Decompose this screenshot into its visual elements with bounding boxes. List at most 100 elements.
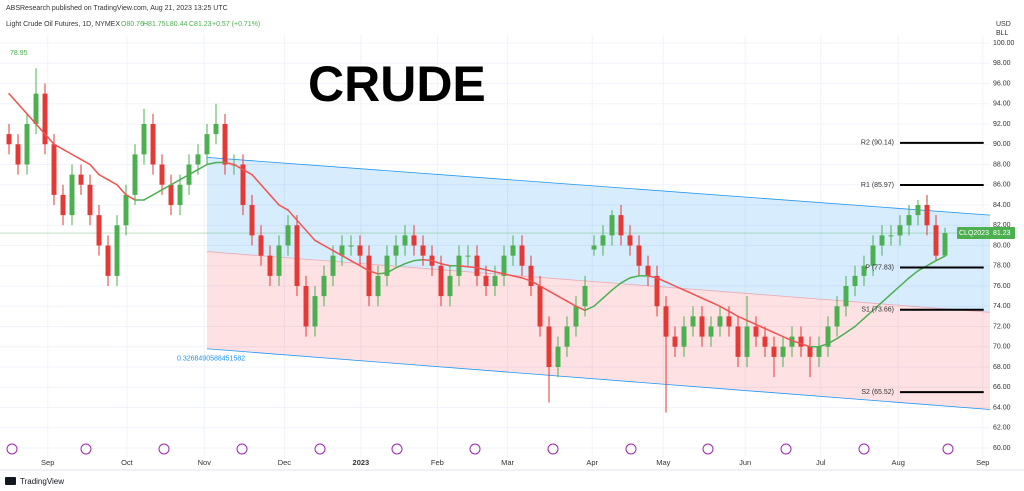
moving-average (251, 173, 262, 186)
y-tick-label: 90.00 (993, 141, 1011, 148)
candle-body (924, 205, 930, 226)
candle-body (672, 336, 678, 347)
moving-average (161, 184, 172, 191)
candle-body (888, 235, 894, 237)
candle-body (312, 296, 318, 327)
y-tick-label: 88.00 (993, 161, 1011, 168)
candle-body (537, 286, 543, 327)
x-tick-label: Sep (976, 458, 989, 467)
candle-body (735, 326, 741, 357)
moving-average (296, 219, 307, 232)
y-tick-label: 98.00 (993, 60, 1011, 67)
moving-average (926, 259, 937, 267)
pivot-label: R1 (85.97) (861, 182, 894, 189)
moving-average (422, 258, 433, 262)
candle-body (555, 346, 561, 367)
chart-title: CRUDE (308, 56, 486, 112)
moving-average (656, 277, 667, 283)
moving-average (782, 335, 793, 342)
x-tick-label: Sep (41, 458, 54, 467)
moving-average (557, 295, 568, 302)
y-tick-label: 100.00 (993, 40, 1015, 47)
y-tick-label: 80.00 (993, 242, 1011, 249)
candle-body (204, 134, 210, 155)
moving-average (845, 325, 856, 334)
candle-body (681, 326, 687, 347)
moving-average (719, 305, 730, 313)
candle-body (519, 245, 525, 266)
candle-body (294, 225, 300, 286)
moving-average (521, 277, 532, 282)
candle-body (492, 275, 498, 286)
moving-average (854, 317, 865, 328)
moving-average (17, 103, 28, 115)
moving-average (341, 254, 352, 262)
candle-body (321, 275, 327, 297)
plot-area: 60.00 62.00 64.00 66.00 68.00 70.00 72.00 74.00… (0, 35, 1024, 468)
candle-body (690, 316, 696, 327)
candle-body (618, 215, 624, 236)
candle-body (78, 174, 84, 185)
pivot-label: S2 (65.52) (861, 389, 894, 396)
moving-average (818, 342, 829, 348)
y-tick-label: 62.00 (993, 425, 1011, 432)
moving-average (89, 163, 100, 176)
moving-average (260, 184, 271, 196)
candle-body (69, 174, 75, 216)
moving-average (71, 153, 82, 161)
moving-average (107, 178, 118, 186)
candle-body (285, 225, 291, 246)
moving-average (512, 275, 523, 279)
candle-body (438, 265, 444, 297)
candle-body (330, 255, 336, 276)
candle-body (663, 306, 669, 337)
candle-body (582, 286, 588, 307)
candle-body (609, 215, 615, 236)
candle-body (348, 245, 354, 247)
moving-average (890, 285, 901, 295)
candle-body (654, 275, 660, 307)
moving-average (98, 173, 109, 181)
candle-body (852, 275, 858, 286)
pivot-label: P (77.83) (865, 264, 894, 271)
candle-body (96, 215, 102, 246)
y-tick-label: 74.00 (993, 303, 1011, 310)
y-tick-label: 92.00 (993, 121, 1011, 128)
moving-average (62, 148, 73, 156)
candle-body (150, 124, 156, 165)
moving-average (548, 290, 559, 297)
ohlc-high: H81.75 (143, 21, 166, 28)
candle-body (636, 245, 642, 266)
channel-upper-fill (207, 157, 990, 313)
moving-average (539, 285, 550, 292)
candle-body (240, 164, 246, 205)
x-tick-label: Jul (816, 458, 826, 467)
moving-average (665, 281, 676, 287)
candle-body (123, 194, 129, 226)
x-tick-label: May (656, 458, 670, 467)
candle-body (933, 225, 939, 256)
moving-average (305, 229, 316, 242)
moving-average (197, 163, 208, 171)
candle-body (366, 255, 372, 297)
moving-average (431, 259, 442, 265)
candle-body (168, 184, 174, 205)
moving-average (935, 255, 946, 262)
moving-average (593, 297, 604, 307)
moving-average (125, 194, 136, 201)
ohlc-change: +0.57 (+0.71%) (212, 21, 260, 28)
candle-body (303, 286, 309, 327)
candle-body (6, 134, 12, 145)
moving-average (611, 282, 622, 291)
moving-average (377, 272, 388, 275)
candle-body (33, 93, 39, 124)
candle-body (897, 225, 903, 236)
candle-body (42, 93, 48, 145)
channel-line (206, 348, 991, 410)
moving-average (80, 158, 91, 166)
moving-average (674, 285, 685, 291)
moving-average (746, 319, 757, 326)
candle-body (357, 245, 363, 256)
moving-average (224, 161, 235, 166)
